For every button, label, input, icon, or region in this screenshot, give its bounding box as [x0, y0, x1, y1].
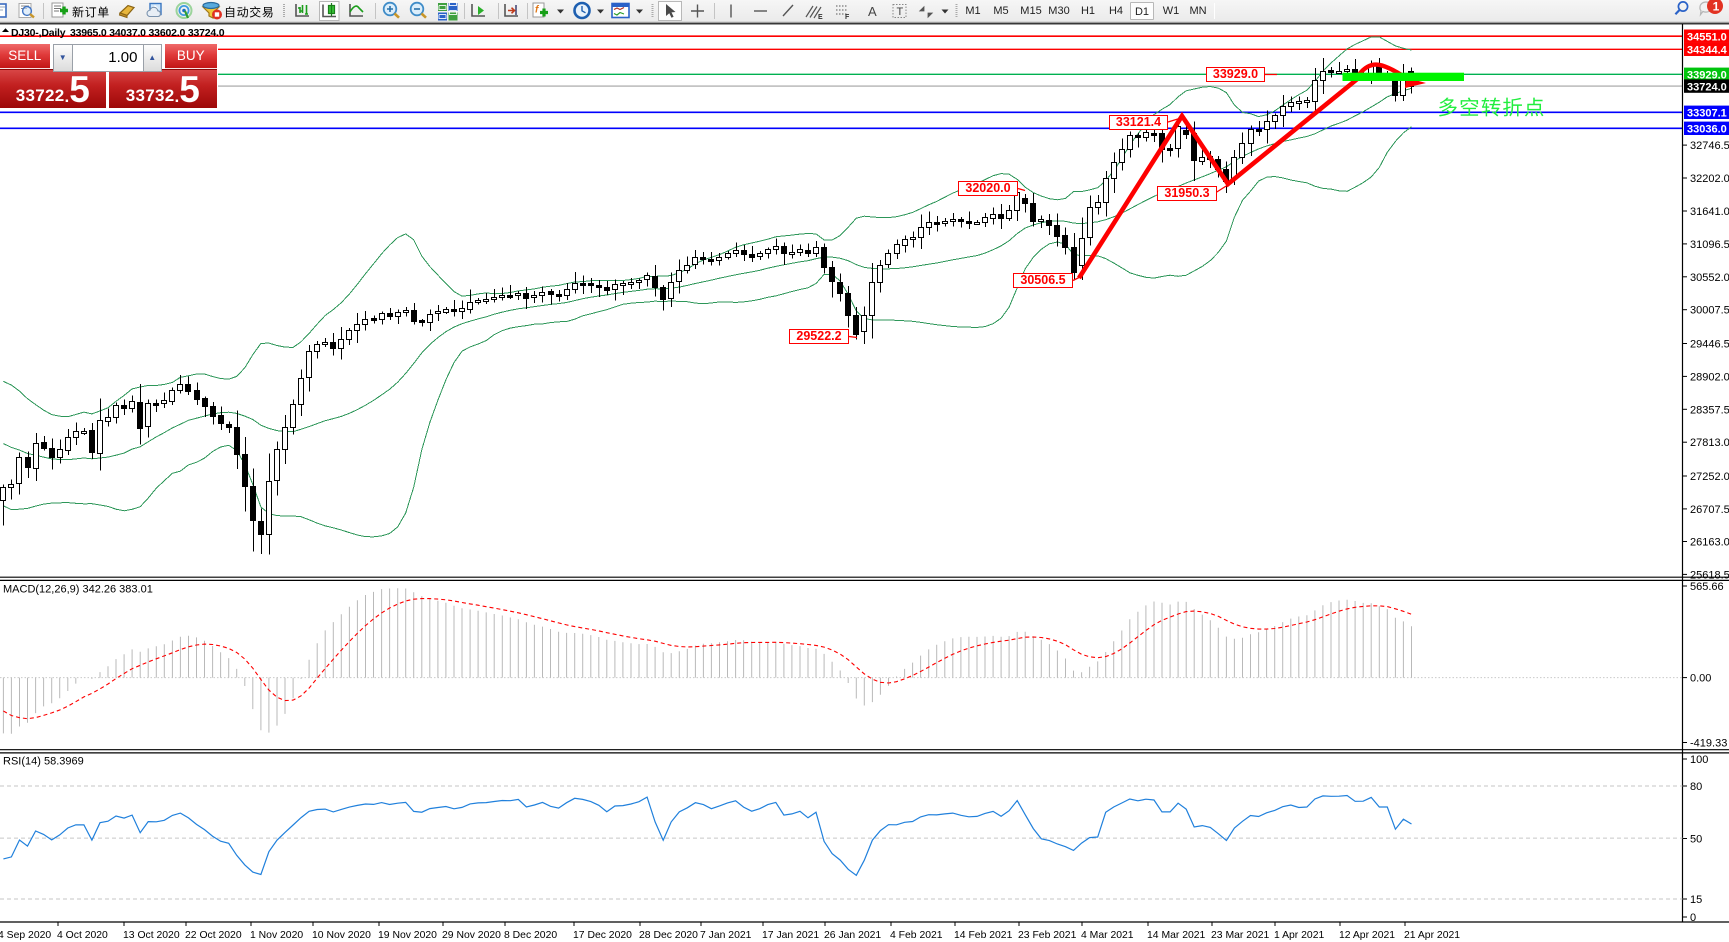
svg-text:26 Jan 2021: 26 Jan 2021: [824, 930, 881, 941]
svg-text:28902.0: 28902.0: [1690, 371, 1729, 383]
svg-text:1 Apr 2021: 1 Apr 2021: [1274, 930, 1324, 941]
svg-text:17 Dec 2020: 17 Dec 2020: [573, 930, 632, 941]
svg-text:27813.0: 27813.0: [1690, 437, 1729, 449]
svg-text:4 Oct 2020: 4 Oct 2020: [57, 930, 108, 941]
svg-text:19 Nov 2020: 19 Nov 2020: [378, 930, 437, 941]
svg-text:21 Apr 2021: 21 Apr 2021: [1404, 930, 1460, 941]
svg-text:T: T: [897, 6, 904, 18]
svg-text:33307.1: 33307.1: [1687, 108, 1727, 120]
svg-text:25618.5: 25618.5: [1690, 569, 1729, 581]
svg-text:33965.0 34037.0 33602.0 33724.: 33965.0 34037.0 33602.0 33724.0: [70, 27, 225, 39]
svg-text:32202.0: 32202.0: [1690, 173, 1729, 185]
svg-text:15: 15: [1690, 894, 1702, 906]
svg-text:E: E: [818, 14, 823, 21]
svg-text:23 Feb 2021: 23 Feb 2021: [1018, 930, 1077, 941]
svg-text:A: A: [868, 4, 877, 19]
svg-text:F: F: [845, 14, 850, 21]
svg-text:27252.0: 27252.0: [1690, 471, 1729, 483]
svg-text:32746.5: 32746.5: [1690, 140, 1729, 152]
svg-text:17 Jan 2021: 17 Jan 2021: [762, 930, 819, 941]
svg-text:565.66: 565.66: [1690, 581, 1724, 593]
svg-text:31096.5: 31096.5: [1690, 239, 1729, 251]
svg-text:34551.0: 34551.0: [1687, 32, 1727, 44]
svg-text:4 Sep 2020: 4 Sep 2020: [0, 930, 51, 941]
svg-text:RSI(14) 58.3969: RSI(14) 58.3969: [3, 756, 84, 768]
svg-text:34344.4: 34344.4: [1687, 45, 1728, 57]
svg-text:1 Nov 2020: 1 Nov 2020: [250, 930, 303, 941]
svg-text:14 Mar 2021: 14 Mar 2021: [1147, 930, 1206, 941]
svg-text:f: f: [535, 5, 540, 16]
svg-text:23 Mar 2021: 23 Mar 2021: [1211, 930, 1270, 941]
svg-text:10 Nov 2020: 10 Nov 2020: [312, 930, 371, 941]
svg-text:22 Oct 2020: 22 Oct 2020: [185, 930, 242, 941]
svg-text:33724.0: 33724.0: [1687, 82, 1727, 94]
svg-text:80: 80: [1690, 781, 1702, 793]
svg-text:28357.5: 28357.5: [1690, 404, 1729, 416]
svg-text:30007.5: 30007.5: [1690, 305, 1729, 317]
svg-text:DJ30-,Daily: DJ30-,Daily: [11, 27, 66, 39]
svg-text:30552.0: 30552.0: [1690, 272, 1729, 284]
svg-text:12 Apr 2021: 12 Apr 2021: [1339, 930, 1395, 941]
svg-text:33036.0: 33036.0: [1687, 124, 1727, 136]
svg-text:13 Oct 2020: 13 Oct 2020: [123, 930, 180, 941]
svg-text:MACD(12,26,9) 342.26 383.01: MACD(12,26,9) 342.26 383.01: [3, 584, 153, 596]
svg-text:26163.0: 26163.0: [1690, 537, 1729, 549]
svg-text:26707.5: 26707.5: [1690, 504, 1729, 516]
svg-text:8 Dec 2020: 8 Dec 2020: [504, 930, 557, 941]
svg-text:29 Nov 2020: 29 Nov 2020: [442, 930, 501, 941]
svg-text:0: 0: [1690, 912, 1696, 924]
svg-text:0.00: 0.00: [1690, 673, 1711, 685]
svg-text:-419.33: -419.33: [1690, 738, 1727, 750]
svg-text:14 Feb 2021: 14 Feb 2021: [954, 930, 1013, 941]
svg-text:7 Jan 2021: 7 Jan 2021: [700, 930, 752, 941]
svg-text:28 Dec 2020: 28 Dec 2020: [639, 930, 698, 941]
svg-text:33929.0: 33929.0: [1687, 70, 1727, 82]
svg-text:4 Mar 2021: 4 Mar 2021: [1081, 930, 1134, 941]
svg-text:50: 50: [1690, 834, 1702, 846]
svg-text:4 Feb 2021: 4 Feb 2021: [890, 930, 943, 941]
svg-text:29446.5: 29446.5: [1690, 339, 1729, 351]
svg-text:1: 1: [1713, 0, 1720, 13]
svg-text:100: 100: [1690, 754, 1708, 766]
svg-text:31641.0: 31641.0: [1690, 206, 1729, 218]
